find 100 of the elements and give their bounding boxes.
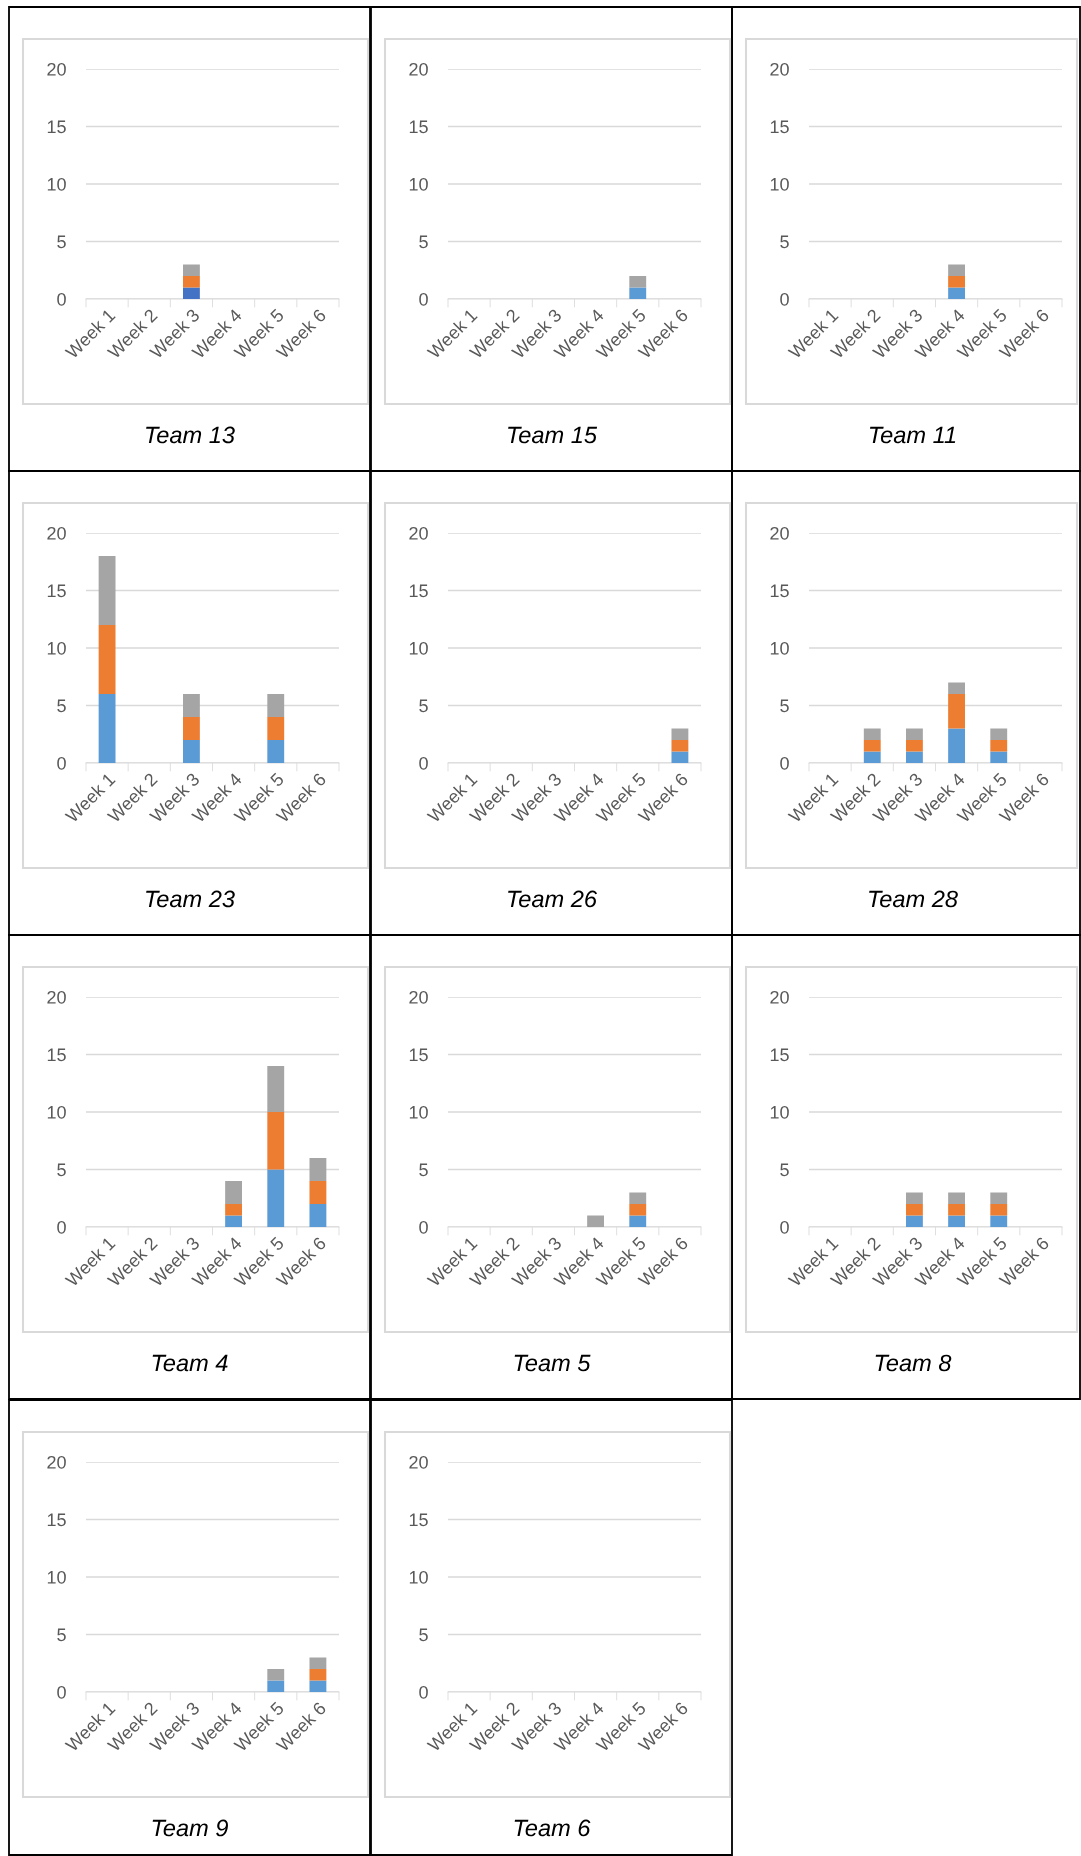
bar bbox=[267, 694, 285, 717]
y-tick-label: 5 bbox=[419, 235, 428, 249]
bar bbox=[267, 740, 285, 763]
bar bbox=[309, 1657, 327, 1669]
bar bbox=[267, 1680, 285, 1692]
y-tick-label: 15 bbox=[770, 1048, 789, 1062]
y-tick-label: 0 bbox=[419, 756, 428, 770]
bar bbox=[905, 728, 923, 740]
bar bbox=[98, 556, 116, 625]
text: Team 13 bbox=[146, 426, 235, 444]
y-tick-label: 10 bbox=[47, 1105, 66, 1119]
y-tick-label: 10 bbox=[47, 177, 66, 191]
y-tick-label: 20 bbox=[47, 526, 66, 540]
text: Team 26 bbox=[508, 890, 598, 908]
bar bbox=[309, 1680, 327, 1692]
bar bbox=[225, 1204, 243, 1216]
bar bbox=[948, 694, 966, 729]
bar bbox=[990, 728, 1008, 740]
y-tick-label: 0 bbox=[419, 292, 428, 306]
bar bbox=[267, 1669, 285, 1681]
bar bbox=[990, 751, 1008, 763]
bar bbox=[267, 717, 285, 740]
y-tick-label: 10 bbox=[47, 1570, 66, 1584]
bar bbox=[948, 728, 966, 763]
bar bbox=[225, 1215, 243, 1227]
bar bbox=[309, 1158, 327, 1181]
y-tick-label: 20 bbox=[409, 526, 428, 540]
y-tick-label: 20 bbox=[409, 1455, 428, 1469]
bar bbox=[948, 1215, 966, 1227]
text: Team 11 bbox=[869, 426, 956, 444]
y-tick-label: 10 bbox=[770, 641, 789, 655]
y-tick-label: 20 bbox=[770, 990, 789, 1004]
bar bbox=[990, 1192, 1008, 1204]
bar bbox=[905, 1215, 923, 1227]
y-tick-label: 0 bbox=[780, 756, 789, 770]
y-tick-label: 15 bbox=[409, 1048, 428, 1062]
y-tick-label: 10 bbox=[770, 1105, 789, 1119]
bar bbox=[905, 751, 923, 763]
y-tick-label: 5 bbox=[419, 1163, 428, 1177]
y-tick-label: 15 bbox=[47, 584, 66, 598]
y-tick-label: 20 bbox=[409, 990, 428, 1004]
y-tick-label: 0 bbox=[419, 1685, 428, 1699]
y-tick-label: 20 bbox=[47, 990, 66, 1004]
bar bbox=[309, 1204, 327, 1227]
text: Team 8 bbox=[875, 1354, 952, 1372]
y-tick-label: 15 bbox=[409, 584, 428, 598]
y-tick-label: 0 bbox=[57, 1685, 66, 1699]
y-tick-label: 0 bbox=[57, 1220, 66, 1234]
bar bbox=[267, 1066, 285, 1112]
y-tick-label: 20 bbox=[770, 526, 789, 540]
y-tick-label: 15 bbox=[47, 1048, 66, 1062]
text: Team 5 bbox=[514, 1354, 591, 1372]
text: Team 23 bbox=[146, 890, 235, 908]
bar bbox=[948, 1204, 966, 1216]
y-tick-label: 15 bbox=[770, 120, 789, 134]
bar bbox=[990, 1215, 1008, 1227]
bar bbox=[863, 728, 881, 740]
bar bbox=[990, 1204, 1008, 1216]
bar bbox=[587, 1215, 605, 1227]
bar bbox=[948, 1192, 966, 1204]
bar bbox=[225, 1181, 243, 1204]
bar bbox=[98, 625, 116, 694]
y-tick-label: 10 bbox=[409, 177, 428, 191]
bar bbox=[905, 1204, 923, 1216]
text: Team 6 bbox=[514, 1819, 591, 1837]
y-tick-label: 20 bbox=[770, 62, 789, 76]
y-tick-label: 5 bbox=[57, 1628, 66, 1642]
y-tick-label: 10 bbox=[47, 641, 66, 655]
y-tick-label: 5 bbox=[419, 1628, 428, 1642]
y-tick-label: 15 bbox=[47, 1513, 66, 1527]
bar bbox=[267, 1112, 285, 1170]
bar bbox=[948, 682, 966, 694]
text: Team 28 bbox=[869, 890, 958, 908]
bar bbox=[990, 740, 1008, 752]
y-tick-label: 0 bbox=[780, 1220, 789, 1234]
y-tick-label: 5 bbox=[419, 699, 428, 713]
bar bbox=[863, 751, 881, 763]
y-tick-label: 5 bbox=[57, 235, 66, 249]
y-tick-label: 0 bbox=[419, 1220, 428, 1234]
text: Team 15 bbox=[508, 426, 598, 444]
bar bbox=[182, 740, 200, 763]
bar bbox=[309, 1669, 327, 1681]
bar bbox=[863, 740, 881, 752]
y-tick-label: 5 bbox=[780, 699, 789, 713]
y-tick-label: 10 bbox=[409, 641, 428, 655]
y-tick-label: 20 bbox=[409, 62, 428, 76]
bar bbox=[98, 694, 116, 763]
bar bbox=[182, 717, 200, 740]
y-tick-label: 0 bbox=[780, 292, 789, 306]
bar bbox=[629, 1192, 647, 1204]
y-tick-label: 15 bbox=[47, 120, 66, 134]
text: Team 9 bbox=[152, 1819, 228, 1837]
bar bbox=[629, 1215, 647, 1227]
y-tick-label: 15 bbox=[770, 584, 789, 598]
bar bbox=[905, 1192, 923, 1204]
y-tick-label: 15 bbox=[409, 120, 428, 134]
y-tick-label: 20 bbox=[47, 62, 66, 76]
y-tick-label: 20 bbox=[47, 1455, 66, 1469]
y-tick-label: 0 bbox=[57, 756, 66, 770]
bar bbox=[267, 1169, 285, 1227]
